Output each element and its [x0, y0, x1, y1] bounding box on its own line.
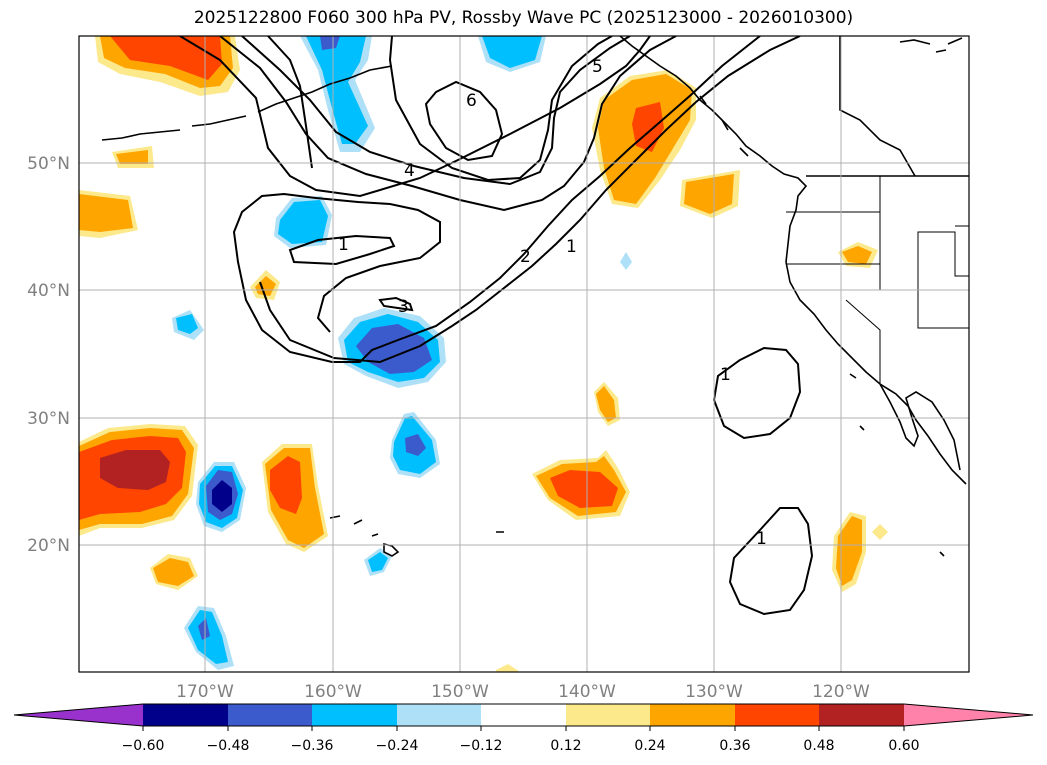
small-islands [496, 95, 945, 557]
anomaly-negative-central-north [274, 196, 332, 248]
contour-label: 1 [566, 237, 577, 257]
contour-pv-1-north [288, 234, 396, 266]
colorbar-tick-label: 0.12 [550, 738, 581, 754]
aleutian-islands [101, 65, 393, 141]
anomaly-negative-aleutian [300, 36, 375, 152]
contour-pv-1-east [259, 36, 801, 364]
arctic-coast [899, 37, 963, 53]
anomaly-positive-offshore [680, 170, 740, 218]
lon-label-120w: 120°W [812, 682, 870, 702]
anomaly-negative-southwest [196, 462, 246, 532]
us-west-coast [785, 261, 967, 485]
contour-pv-4-ridge [179, 36, 651, 198]
lon-label-150w: 150°W [431, 682, 489, 702]
plot-frame [78, 35, 970, 673]
colorbar-segment [312, 704, 397, 726]
latitude-labels: 50°N 40°N 30°N 20°N [27, 154, 70, 556]
contour-labels: 1 1 1 1 2 3 4 5 6 [338, 57, 767, 549]
contour-label: 1 [720, 365, 731, 385]
colorbar-segment [819, 704, 904, 726]
colorbar-tick-label: 0.24 [634, 738, 665, 754]
contour-label: 1 [756, 529, 767, 549]
colorbar-tick-label: −0.24 [376, 738, 419, 754]
colorbar-tick-label: −0.60 [122, 738, 165, 754]
colorbar-segment [228, 704, 312, 726]
colorbar-extend-high [904, 704, 1033, 726]
contour-pv-loop-east [712, 346, 802, 440]
colorbar-tick-label: −0.48 [207, 738, 250, 754]
coastlines [101, 36, 969, 557]
colorbar-segment [143, 704, 228, 726]
anomaly-negative-gulf [478, 36, 546, 72]
hawaii-islands [329, 515, 400, 557]
pv-contours [179, 36, 814, 616]
alaska-bc-coast [619, 36, 808, 263]
contour-pv-loop-southeast [728, 507, 814, 616]
colorbar-tick-label: 0.48 [803, 738, 834, 754]
anomaly-positive-south-central-east [532, 450, 630, 520]
colorbar: −0.60 −0.48 −0.36 −0.24 −0.12 0.12 0.24 … [13, 703, 1034, 754]
contour-pv-2-trough [232, 36, 761, 363]
anomaly-positive-small-3 [594, 382, 620, 426]
colorbar-segment [397, 704, 481, 726]
pv-anomaly-fill [79, 36, 888, 672]
anomaly-negative-small-1 [172, 310, 204, 340]
contour-pv-4-inner [241, 36, 631, 186]
plot-background [79, 36, 969, 672]
lat-label-30: 30°N [27, 409, 70, 429]
colorbar-tick-label: 0.60 [888, 738, 919, 754]
anomaly-positive-west-edge [79, 190, 138, 238]
lat-label-40: 40°N [27, 281, 70, 301]
lat-label-50: 50°N [27, 154, 70, 174]
anomaly-negative-south-central [390, 412, 440, 478]
contour-pv-3-ridge [378, 296, 414, 312]
colorbar-segment [481, 704, 566, 726]
graticule [79, 36, 969, 672]
anomaly-positive-south-central-west [262, 444, 328, 552]
anomaly-positive-small-2 [250, 270, 280, 300]
colorbar-tick-label: 0.36 [719, 738, 750, 754]
longitude-labels: 170°W 160°W 150°W 140°W 130°W 120°W [176, 682, 870, 702]
colorbar-tick-label: −0.12 [460, 738, 503, 754]
lon-label-160w: 160°W [304, 682, 362, 702]
anomaly-negative-small-2 [364, 548, 392, 576]
anomaly-positive-dot [496, 664, 520, 672]
canada-border-vertical [839, 36, 916, 177]
colorbar-segment [735, 704, 819, 726]
colorbar-segment [566, 704, 650, 726]
map-title: 2025122800 F060 300 hPa PV, Rossby Wave … [193, 8, 854, 28]
contour-pv-3-upper [267, 36, 313, 169]
contour-label: 5 [592, 57, 603, 77]
colorbar-tick-label: −0.36 [291, 738, 334, 754]
contour-label: 3 [398, 297, 409, 317]
contour-pv-6 [424, 80, 504, 162]
anomaly-positive-small-4 [150, 554, 198, 590]
contour-label: 2 [520, 247, 531, 267]
lat-label-20: 20°N [27, 536, 70, 556]
anomaly-negative-small-3 [184, 606, 234, 670]
anomaly-negative-dot [620, 252, 632, 270]
contour-label: 6 [466, 91, 477, 111]
contour-label: 1 [338, 235, 349, 255]
colorbar-extend-low [14, 704, 143, 726]
colorbar-segment [650, 704, 735, 726]
contour-pv-5-inner [388, 36, 613, 182]
lon-label-140w: 140°W [558, 682, 616, 702]
anomaly-negative-main [338, 308, 446, 388]
lon-label-170w: 170°W [176, 682, 234, 702]
contour-label: 4 [404, 161, 415, 181]
contour-pv-5-ridge [219, 36, 677, 212]
lon-label-130w: 130°W [685, 682, 743, 702]
anomaly-positive-southwest [79, 424, 198, 536]
